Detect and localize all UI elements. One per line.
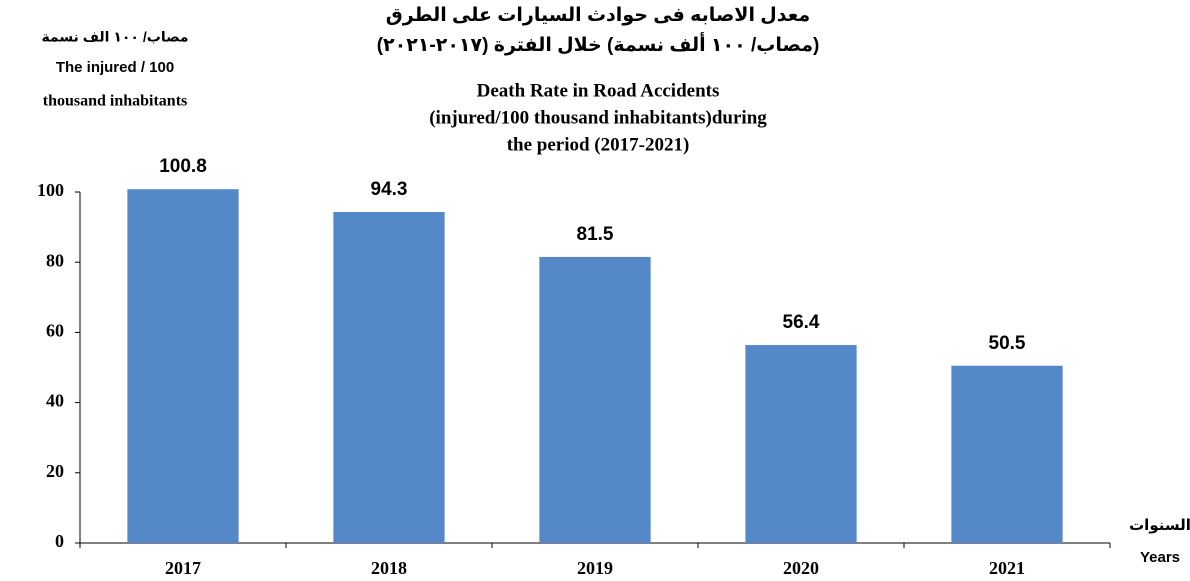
y-tick-label: 0	[55, 531, 64, 551]
chart-title-ar: معدل الاصابه فى حوادث السيارات على الطرق	[386, 5, 810, 26]
x-tick-label: 2020	[783, 558, 819, 578]
data-label: 56.4	[783, 312, 820, 333]
y-tick-label: 100	[37, 180, 64, 200]
data-label: 94.3	[371, 179, 408, 200]
y-axis-label: The injured / 100	[56, 59, 174, 76]
y-axis-label: مصاب/ ١٠٠ الف نسمة	[41, 29, 188, 45]
chart-title: the period (2017-2021)	[507, 134, 690, 155]
bar	[127, 189, 239, 543]
x-axis-label: Years	[1140, 549, 1180, 566]
chart-title: (injured/100 thousand inhabitants)during	[429, 107, 767, 128]
bar	[951, 365, 1063, 543]
y-tick-label: 40	[46, 391, 64, 411]
y-tick-label: 20	[46, 461, 64, 481]
y-axis-label: thousand inhabitants	[43, 93, 188, 110]
bar	[333, 212, 445, 543]
data-label: 81.5	[577, 224, 614, 245]
x-axis-label: السنوات	[1129, 517, 1190, 534]
data-label: 100.8	[159, 156, 207, 177]
chart-title: Death Rate in Road Accidents	[477, 80, 720, 101]
bar	[539, 256, 651, 543]
x-tick-label: 2018	[371, 558, 407, 578]
x-tick-label: 2017	[165, 558, 201, 578]
y-tick-label: 60	[46, 321, 64, 341]
data-label: 50.5	[989, 333, 1026, 354]
y-tick-label: 80	[46, 250, 64, 270]
chart-title-ar: (مصاب/ ١٠٠ ألف نسمة) خلال الفترة (٢٠١٧-٢…	[377, 32, 820, 56]
x-tick-label: 2021	[989, 558, 1025, 578]
bar	[745, 345, 857, 543]
x-tick-label: 2019	[577, 558, 613, 578]
